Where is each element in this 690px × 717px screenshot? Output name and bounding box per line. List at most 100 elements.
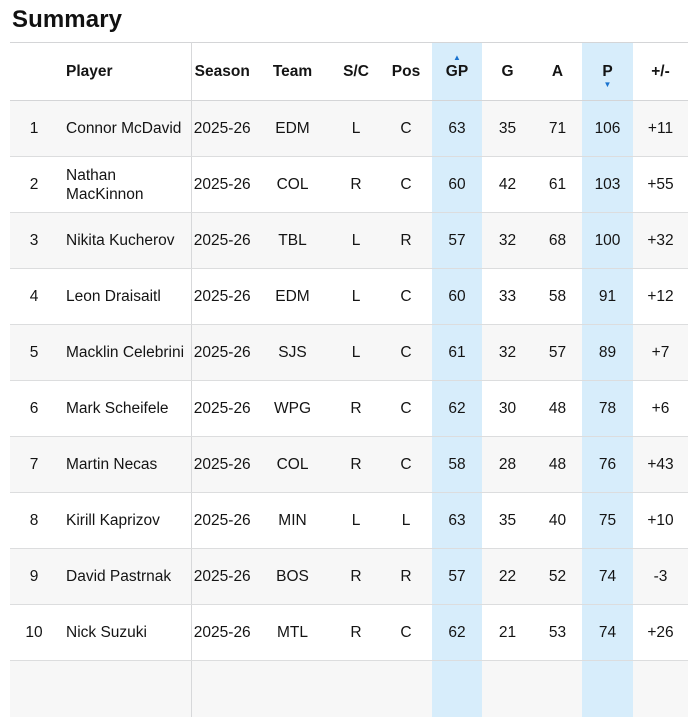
cell-player[interactable]: Nathan MacKinnon <box>58 156 192 213</box>
cell-a <box>533 661 582 717</box>
cell-player[interactable]: Leon Draisaitl <box>58 268 192 325</box>
column-header-player[interactable]: Player <box>58 42 192 101</box>
cell-shoots: R <box>332 548 380 605</box>
cell-value: 91 <box>598 287 617 305</box>
table-header: Player Season Team S/C Pos GP ▲ G A P ▼ +/- <box>10 42 688 101</box>
cell-g: 32 <box>482 212 533 269</box>
column-header-p[interactable]: P ▼ <box>582 42 633 101</box>
cell-player[interactable]: Nikita Kucherov <box>58 212 192 269</box>
cell-g: 21 <box>482 604 533 661</box>
cell-value: R <box>350 399 362 417</box>
cell-value: L <box>351 119 361 137</box>
player-name-link[interactable]: Connor McDavid <box>66 120 182 137</box>
player-name-link[interactable]: Nick Suzuki <box>66 624 147 641</box>
cell-value: C <box>400 399 412 417</box>
cell-value: +43 <box>647 455 674 473</box>
column-header-team[interactable]: Team <box>253 42 332 101</box>
cell-plusminus: +55 <box>633 156 688 213</box>
cell-g: 30 <box>482 380 533 437</box>
column-header-label: GP <box>445 62 469 80</box>
cell-value: 76 <box>598 455 617 473</box>
cell-value: 2025-26 <box>193 399 251 417</box>
player-name-link[interactable]: Mark Scheifele <box>66 400 169 417</box>
cell-value: 42 <box>498 175 517 193</box>
cell-player[interactable]: Macklin Celebrini <box>58 324 192 381</box>
cell-value: 2025-26 <box>193 287 251 305</box>
cell-p: 91 <box>582 268 633 325</box>
cell-season: 2025-26 <box>191 268 253 325</box>
cell-value: 32 <box>498 231 517 249</box>
cell-value: 61 <box>548 175 567 193</box>
column-header-a[interactable]: A <box>533 42 582 101</box>
cell-player[interactable]: David Pastrnak <box>58 548 192 605</box>
cell-plusminus: +11 <box>633 100 688 157</box>
cell-value: 40 <box>548 511 567 529</box>
column-header-plusminus[interactable]: +/- <box>633 42 688 101</box>
cell-team: BOS <box>253 548 332 605</box>
cell-g: 28 <box>482 436 533 493</box>
column-header-gp[interactable]: GP ▲ <box>432 42 482 101</box>
sort-ascending-icon: ▲ <box>453 53 461 62</box>
cell-value: 78 <box>598 399 617 417</box>
column-header-label: Season <box>194 62 250 80</box>
player-name-link[interactable]: Macklin Celebrini <box>66 344 185 361</box>
cell-season: 2025-26 <box>191 604 253 661</box>
cell-player[interactable]: Connor McDavid <box>58 100 192 157</box>
cell-player[interactable]: Nick Suzuki <box>58 604 192 661</box>
player-name-link[interactable]: Leon Draisaitl <box>66 288 161 305</box>
cell-player[interactable]: Kirill Kaprizov <box>58 492 192 549</box>
cell-team: WPG <box>253 380 332 437</box>
cell-value: 68 <box>548 231 567 249</box>
player-name-link[interactable]: Kirill Kaprizov <box>66 512 160 529</box>
cell-team <box>253 661 332 717</box>
cell-gp: 60 <box>432 268 482 325</box>
cell-value: L <box>351 287 361 305</box>
column-header-shoots[interactable]: S/C <box>332 42 380 101</box>
cell-value: 2025-26 <box>193 623 251 641</box>
table-row-partial <box>10 660 688 717</box>
cell-player[interactable]: Martin Necas <box>58 436 192 493</box>
table-row: 9 David Pastrnak 2025-26 BOS R R 57 22 52 74 -3 <box>10 548 688 605</box>
cell-a: 61 <box>533 156 582 213</box>
cell-a: 58 <box>533 268 582 325</box>
cell-gp: 58 <box>432 436 482 493</box>
cell-pos: L <box>380 492 432 549</box>
cell-player[interactable]: Mark Scheifele <box>58 380 192 437</box>
cell-value: 52 <box>548 567 567 585</box>
player-name-link[interactable]: Nathan MacKinnon <box>66 166 144 203</box>
cell-rank: 10 <box>10 604 58 661</box>
player-name-link[interactable]: David Pastrnak <box>66 568 172 585</box>
cell-value: 5 <box>29 343 39 361</box>
column-header-g[interactable]: G <box>482 42 533 101</box>
cell-value: 57 <box>548 343 567 361</box>
cell-value: 28 <box>498 455 517 473</box>
cell-value: L <box>351 231 361 249</box>
cell-pos: C <box>380 324 432 381</box>
cell-g: 35 <box>482 100 533 157</box>
table-row: 3 Nikita Kucherov 2025-26 TBL L R 57 32 68 100 +32 <box>10 212 688 269</box>
player-name-link[interactable]: Nikita Kucherov <box>66 232 175 249</box>
column-header-season[interactable]: Season <box>191 42 253 101</box>
cell-team: COL <box>253 436 332 493</box>
cell-season: 2025-26 <box>191 436 253 493</box>
cell-pos: R <box>380 548 432 605</box>
table-row: 5 Macklin Celebrini 2025-26 SJS L C 61 32 57 89 +7 <box>10 324 688 381</box>
cell-value: 2025-26 <box>193 343 251 361</box>
column-header-pos[interactable]: Pos <box>380 42 432 101</box>
cell-gp: 57 <box>432 212 482 269</box>
cell-value: 58 <box>448 455 466 473</box>
cell-value: +12 <box>647 287 674 305</box>
cell-a: 48 <box>533 436 582 493</box>
cell-value: R <box>350 175 362 193</box>
cell-value: C <box>400 623 412 641</box>
page-title: Summary <box>12 6 123 33</box>
player-name-link[interactable]: Martin Necas <box>66 456 158 473</box>
column-header-rank[interactable] <box>10 42 58 101</box>
cell-value: R <box>350 567 362 585</box>
cell-value: COL <box>276 455 309 473</box>
cell-value: 2025-26 <box>193 567 251 585</box>
cell-plusminus <box>633 661 688 717</box>
cell-value: 2025-26 <box>193 511 251 529</box>
cell-a: 40 <box>533 492 582 549</box>
table-row: 2 Nathan MacKinnon 2025-26 COL R C 60 42 61 103 +5… <box>10 156 688 213</box>
